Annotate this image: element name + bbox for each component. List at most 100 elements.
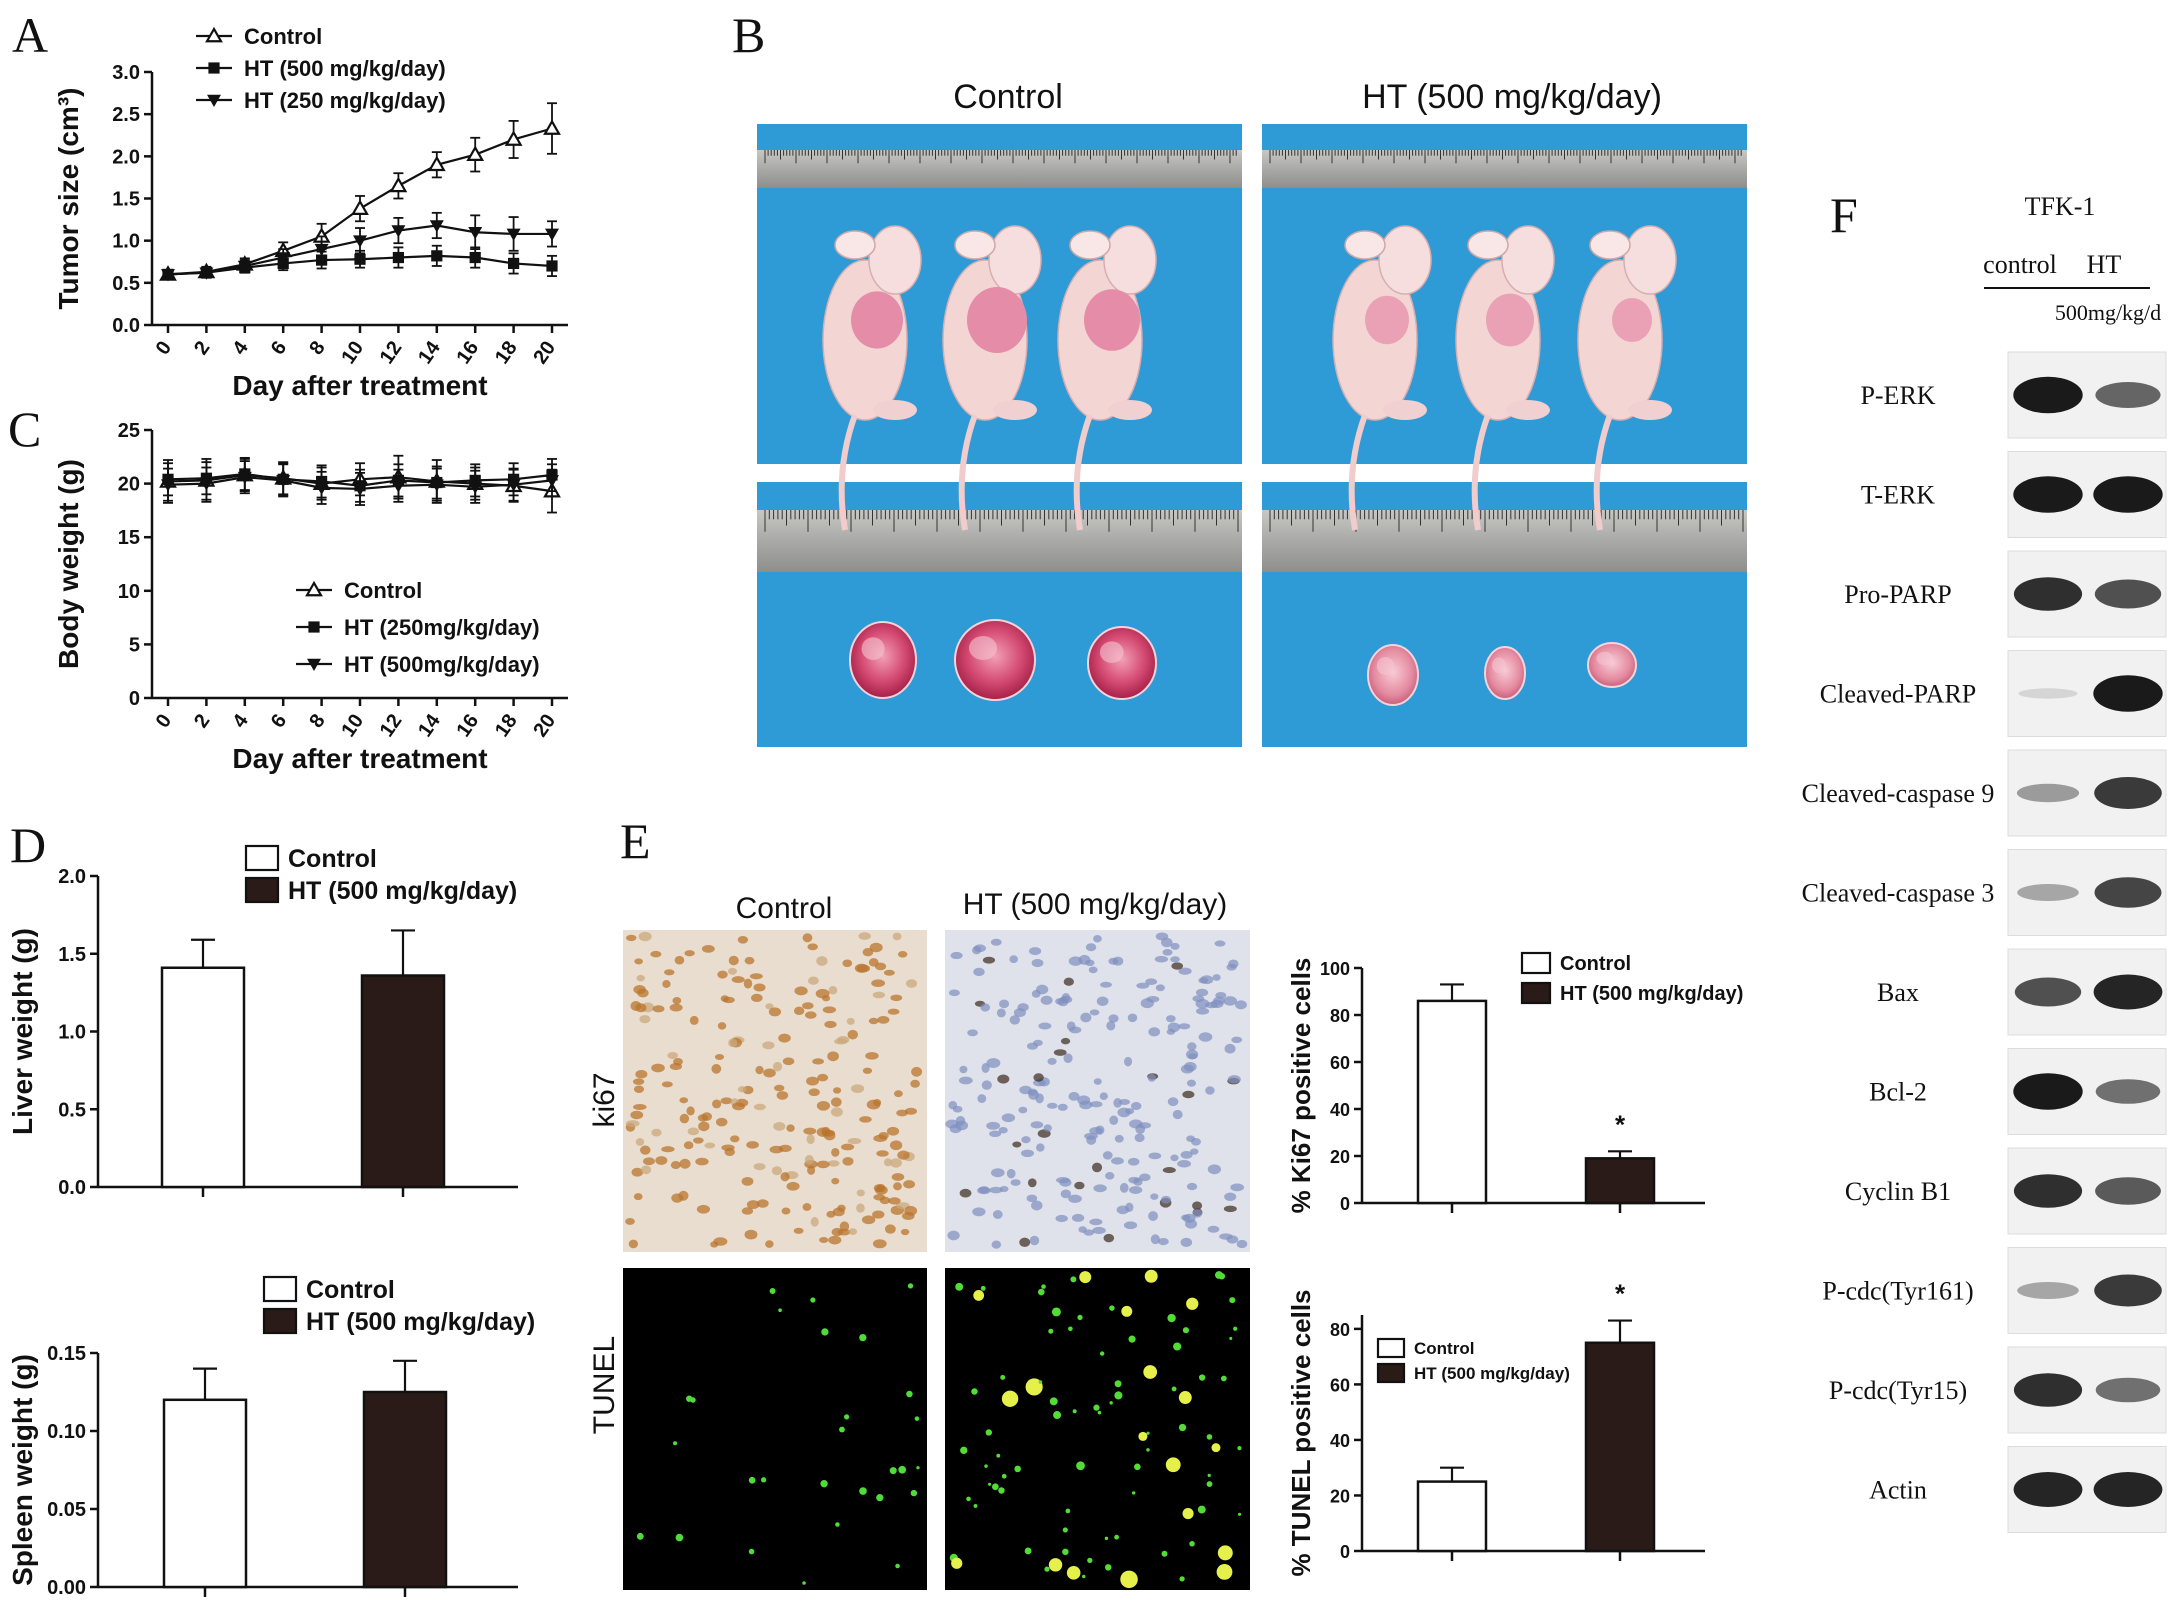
- y-axis-label: Liver weight (g): [7, 928, 38, 1135]
- cell-nucleus: [1085, 943, 1097, 952]
- y-tick-label: 3.0: [112, 62, 140, 84]
- cell-nucleus: [1184, 1219, 1198, 1229]
- x-tick-label: 8: [305, 337, 329, 359]
- cell-nucleus: [1180, 1237, 1193, 1247]
- tunel-signal: [895, 1563, 900, 1569]
- cell-nucleus: [678, 1190, 689, 1201]
- cell-nucleus: [856, 1203, 865, 1213]
- cell-nucleus: [778, 1144, 792, 1153]
- cell-nucleus: [992, 1210, 1003, 1219]
- panel-e-header-ht: HT (500 mg/kg/day): [963, 888, 1228, 921]
- cell-nucleus: [1138, 1122, 1152, 1129]
- cell-nucleus: [807, 1165, 816, 1175]
- tunel-signal: [1134, 1463, 1141, 1471]
- cell-nucleus: [1177, 1159, 1192, 1168]
- legend-label: Control: [244, 24, 322, 49]
- wb-cell-line: TFK-1: [2025, 192, 2096, 221]
- tunel-signal: [1070, 1276, 1077, 1283]
- cell-nucleus: [1089, 1101, 1103, 1108]
- cell-nucleus: [1230, 1183, 1245, 1192]
- tunel-signal: [1171, 1386, 1177, 1392]
- cell-nucleus: [715, 1117, 728, 1127]
- cell-nucleus: [1009, 955, 1018, 964]
- cell-nucleus: [720, 1097, 733, 1105]
- cell-nucleus: [959, 1188, 972, 1198]
- chart-tumor-size: 0.0 0.5 1.0 1.5 2.0 2.5 3.0 0 2 4 6 8 10 12 14 16 18 20 Da…: [53, 24, 568, 401]
- cell-nucleus: [832, 1207, 845, 1217]
- cell-nucleus: [866, 1099, 881, 1110]
- cell-nucleus: [828, 1235, 842, 1245]
- cell-nucleus: [756, 1199, 769, 1208]
- cell-nucleus: [802, 1203, 812, 1211]
- tunel-signal: [1229, 1297, 1236, 1304]
- cell-nucleus: [780, 1172, 790, 1182]
- cell-nucleus: [1027, 1178, 1037, 1188]
- legend-label: HT (250 mg/kg/day): [244, 88, 446, 113]
- tunel-signal: [1024, 1547, 1032, 1555]
- panel-label-f: F: [1830, 187, 1858, 243]
- cell-nucleus: [773, 1122, 786, 1131]
- wb-band: [2013, 476, 2083, 513]
- y-tick-label: 0.5: [112, 273, 140, 295]
- data-point: [429, 479, 444, 492]
- cell-nucleus: [807, 943, 818, 951]
- data-point: [468, 226, 483, 240]
- tunel-signal: [1131, 1491, 1136, 1495]
- legend-marker: [208, 62, 220, 74]
- data-point: [351, 199, 369, 215]
- mouse: [942, 225, 1042, 531]
- tunel-signal: [985, 1429, 993, 1436]
- y-tick-label: 0: [1340, 1542, 1350, 1562]
- cell-nucleus: [755, 1065, 764, 1075]
- tunel-signal: [1082, 1574, 1086, 1579]
- panel-label-e: E: [620, 813, 651, 869]
- cell-nucleus: [848, 1228, 858, 1236]
- cell-nucleus: [991, 1240, 1002, 1249]
- wb-band: [2093, 476, 2163, 513]
- x-tick-label: 14: [414, 337, 445, 369]
- y-tick-label: 0.00: [47, 1577, 86, 1599]
- tunel-signal: [1217, 1545, 1233, 1561]
- tunel-signal: [1001, 1473, 1007, 1479]
- legend-marker: [207, 94, 221, 107]
- cell-nucleus: [972, 946, 982, 955]
- data-point: [468, 481, 483, 494]
- wb-band: [2095, 1377, 2161, 1403]
- tunel-signal: [1146, 1431, 1150, 1435]
- cell-nucleus: [727, 967, 737, 975]
- x-tick-label: 18: [491, 710, 522, 741]
- cell-nucleus: [1223, 1205, 1237, 1213]
- cell-nucleus: [1180, 1150, 1193, 1159]
- wb-band: [2013, 1472, 2083, 1507]
- cell-nucleus: [728, 1038, 738, 1048]
- cell-nucleus: [1166, 1028, 1176, 1035]
- cell-nucleus: [684, 950, 695, 957]
- wb-band: [2013, 1174, 2083, 1208]
- data-point: [427, 155, 446, 172]
- cell-nucleus: [1224, 1192, 1237, 1202]
- tunel-signal: [760, 1477, 767, 1483]
- cell-nucleus: [876, 1150, 889, 1157]
- tunel-signal: [1087, 1557, 1093, 1564]
- tunel-signal: [839, 1426, 845, 1433]
- cell-nucleus: [856, 964, 871, 973]
- panel-e-header-control: Control: [736, 892, 833, 925]
- tunel-signal: [1068, 1326, 1073, 1332]
- cell-nucleus: [831, 1227, 843, 1237]
- tunel-signal: [1229, 1336, 1233, 1340]
- cell-nucleus: [905, 979, 918, 988]
- tunel-signal: [1062, 1548, 1069, 1556]
- cell-nucleus: [1031, 1200, 1043, 1211]
- cell-nucleus: [782, 1057, 795, 1066]
- cell-nucleus: [1088, 966, 1098, 974]
- wb-protein-label: Pro-PARP: [1844, 580, 1951, 609]
- y-axis-label: % Ki67 positive cells: [1286, 958, 1316, 1214]
- cell-nucleus: [1063, 977, 1074, 986]
- data-point: [354, 253, 366, 265]
- tumor: [1587, 642, 1637, 688]
- wb-band: [2013, 1073, 2083, 1110]
- cell-nucleus: [1068, 956, 1083, 966]
- cell-nucleus: [670, 1161, 681, 1170]
- wb-protein-label: T-ERK: [1861, 481, 1935, 510]
- tunel-signal: [1220, 1375, 1227, 1382]
